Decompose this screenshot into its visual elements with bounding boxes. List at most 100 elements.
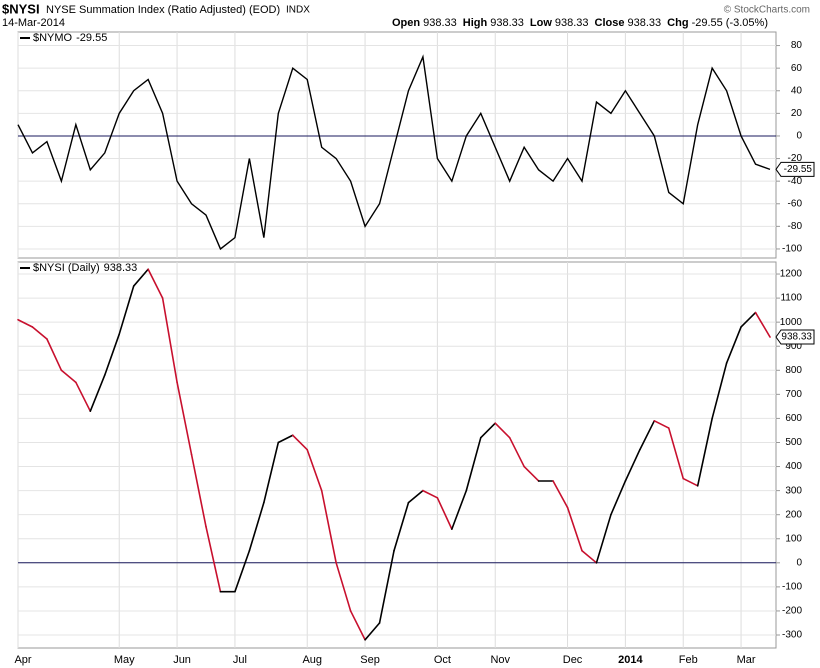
line <box>17 54 771 251</box>
line-segment <box>364 622 381 641</box>
x-tick-label: Dec <box>563 654 583 666</box>
y-tick-label: -100 <box>782 582 802 593</box>
line-segment <box>291 434 309 451</box>
line-segment <box>740 311 757 328</box>
line-segment <box>610 480 627 516</box>
y-tick-label: 80 <box>791 40 803 51</box>
quote-label: Chg <box>667 17 688 29</box>
x-tick-label: Jul <box>233 654 247 666</box>
copyright: © StockCharts.com <box>724 5 810 16</box>
line-segment <box>320 489 337 564</box>
x-tick-label: Jun <box>173 654 191 666</box>
quote-value: -29.55 (-3.05%) <box>692 17 768 29</box>
x-tick-label: Sep <box>360 654 380 666</box>
legend-value: -29.55 <box>76 32 107 44</box>
y-tick-label: -20 <box>788 153 803 164</box>
panel-frame <box>17 31 777 259</box>
last-value-label: -29.55 <box>784 164 813 175</box>
exchange: INDX <box>286 5 310 16</box>
line-segment <box>711 362 728 420</box>
panel-frame <box>17 261 777 649</box>
line-segment <box>234 549 251 593</box>
y-tick-label: 0 <box>796 131 802 142</box>
line-segment <box>595 513 612 564</box>
line-segment <box>103 333 121 376</box>
line-segment <box>667 427 685 480</box>
y-tick-label: 1000 <box>780 317 803 328</box>
x-tick-label: Apr <box>14 654 31 666</box>
line-segment <box>508 436 525 468</box>
last-value-label: 938.33 <box>781 332 812 343</box>
line-segment <box>566 506 583 552</box>
line-segment <box>393 501 410 552</box>
line-segment <box>277 434 294 444</box>
line-segment <box>523 465 540 482</box>
y-tick-label: 100 <box>785 533 802 544</box>
line-segment <box>60 369 77 384</box>
quote-label: Open <box>392 17 420 29</box>
y-tick-label: -40 <box>788 176 803 187</box>
line-segment <box>696 417 713 487</box>
y-tick-label: 300 <box>785 485 802 496</box>
quote-value: 938.33 <box>555 17 589 29</box>
line-segment <box>407 489 424 504</box>
line-segment <box>190 453 207 528</box>
quote-label: Low <box>530 17 552 29</box>
y-tick-label: 40 <box>791 85 803 96</box>
x-tick-label: 2014 <box>618 654 643 666</box>
line-segment <box>147 268 164 299</box>
legend-name: $NYMO <box>33 32 73 44</box>
line-segment <box>479 422 497 439</box>
line-segment <box>161 297 178 384</box>
line-segment <box>205 525 222 593</box>
line-segment <box>132 268 149 287</box>
y-tick-label: 800 <box>785 365 802 376</box>
line-segment <box>118 285 135 335</box>
line-segment <box>89 374 106 413</box>
line-segment <box>31 326 48 340</box>
index-name: NYSE Summation Index (Ratio Adjusted) (E… <box>46 4 280 16</box>
line-segment <box>754 311 771 338</box>
line-segment <box>378 549 395 624</box>
quote-value: 938.33 <box>628 17 662 29</box>
line-segment <box>306 448 323 492</box>
y-tick-label: 600 <box>785 413 802 424</box>
line-segment <box>176 381 193 456</box>
y-tick-label: -100 <box>782 244 802 255</box>
y-tick-label: 1100 <box>780 293 802 304</box>
x-tick-label: May <box>114 654 135 666</box>
y-tick-label: 500 <box>785 437 802 448</box>
legend-name: $NYSI (Daily) <box>33 262 100 274</box>
line-segment <box>422 489 439 499</box>
x-tick-label: Nov <box>490 654 510 666</box>
x-tick-label: Oct <box>434 654 451 666</box>
x-tick-label: Mar <box>737 654 756 666</box>
quote-label: Close <box>595 17 625 29</box>
line-segment <box>436 497 453 530</box>
y-tick-label: 700 <box>785 389 802 400</box>
y-tick-label: -200 <box>782 606 802 617</box>
y-tick-label: 60 <box>791 63 803 74</box>
last-value-tag <box>775 329 815 345</box>
y-tick-label: -80 <box>788 221 803 232</box>
x-tick-label: Aug <box>302 654 322 666</box>
x-tick-label: Feb <box>679 654 698 666</box>
line-segment <box>494 422 511 439</box>
line-segment <box>682 477 699 487</box>
date: 14-Mar-2014 <box>2 17 65 29</box>
line-segment <box>335 562 352 612</box>
line-segment <box>725 326 742 364</box>
line-segment <box>263 441 280 504</box>
line-segment <box>624 448 641 482</box>
line-segment <box>349 610 366 641</box>
y-tick-label: 200 <box>785 509 802 520</box>
y-tick-label: -300 <box>782 630 802 641</box>
legend-value: 938.33 <box>104 262 138 274</box>
line-segment <box>465 436 482 492</box>
y-tick-label: 20 <box>791 108 803 119</box>
quote-value: 938.33 <box>423 17 457 29</box>
y-tick-label: -60 <box>788 198 803 209</box>
y-tick-label: 0 <box>796 557 802 568</box>
line-segment <box>46 338 63 372</box>
quote-label: High <box>463 17 488 29</box>
